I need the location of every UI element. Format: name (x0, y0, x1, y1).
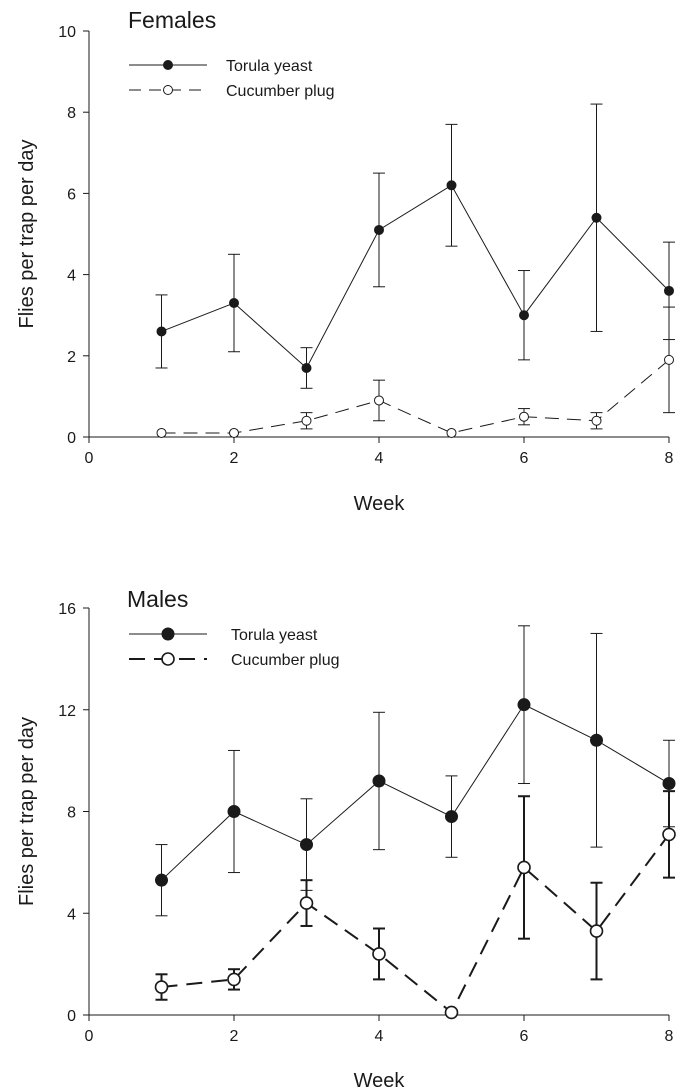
legend-entry-torula-yeast: Torula yeast (129, 627, 318, 644)
legend-entry-cucumber-plug: Cucumber plug (129, 652, 340, 669)
x-tick-label: 6 (520, 1028, 529, 1045)
y-tick-label: 10 (58, 24, 76, 41)
data-point (227, 972, 241, 987)
data-point (300, 838, 313, 852)
y-axis-title: Flies per trap per day (16, 717, 38, 906)
legend-marker (163, 60, 173, 70)
legend-marker (161, 652, 175, 666)
x-axis-title: Week (354, 1070, 406, 1091)
data-point (446, 180, 457, 191)
x-tick-label: 6 (520, 450, 529, 467)
y-tick-label: 4 (67, 906, 76, 923)
series-torula-yeast (155, 625, 676, 917)
data-point (519, 310, 529, 321)
y-tick-label: 8 (67, 805, 76, 822)
data-point (517, 698, 531, 712)
chart-title: Females (128, 7, 216, 33)
chart-panel-males: Males 0 2 4 6 8 0 4 8 12 16 Week Flies per trap per … (16, 586, 676, 1091)
x-tick-label: 8 (665, 1028, 674, 1045)
y-tick-label: 16 (58, 601, 76, 618)
data-point (229, 298, 239, 309)
x-tick-label: 4 (375, 1028, 384, 1045)
y-tick-label: 2 (67, 349, 76, 366)
chart-panel-females: Females 0 2 4 6 8 0 2 4 6 8 10 Week Flies per trap pe… (16, 7, 675, 515)
x-tick-label: 0 (85, 1028, 94, 1045)
data-point (664, 354, 674, 365)
x-axis-title: Week (354, 493, 406, 515)
legend-entry-torula-yeast: Torula yeast (129, 58, 313, 75)
series-cucumber-plug (156, 306, 675, 438)
x-tick-label: 8 (665, 450, 674, 467)
x-tick-label: 4 (375, 450, 384, 467)
data-point (519, 411, 529, 422)
data-point (664, 285, 674, 296)
data-point (229, 427, 239, 438)
data-point (156, 326, 167, 337)
series-line (161, 184, 670, 369)
series-line (161, 833, 670, 1015)
data-point (446, 427, 457, 438)
x-tick-label: 2 (230, 1028, 239, 1045)
data-point (301, 415, 312, 426)
data-point (589, 924, 604, 938)
data-point (662, 827, 676, 842)
y-axis-title: Flies per trap per day (16, 140, 38, 329)
data-point (156, 427, 167, 438)
chart-title: Males (127, 586, 188, 612)
data-point (591, 415, 602, 426)
data-point (372, 947, 386, 961)
y-tick-label: 4 (67, 268, 76, 285)
data-point (227, 805, 241, 818)
series-cucumber-plug (154, 790, 676, 1020)
series-torula-yeast (155, 103, 675, 389)
legend-label: Torula yeast (226, 58, 313, 75)
y-tick-label: 0 (67, 430, 76, 447)
data-point (155, 873, 168, 887)
y-tick-label: 0 (67, 1008, 76, 1025)
legend-entry-cucumber-plug: Cucumber plug (129, 83, 335, 100)
y-tick-label: 12 (58, 703, 76, 720)
legend-marker (161, 627, 175, 641)
y-tick-label: 6 (67, 186, 76, 203)
x-tick-label: 2 (230, 450, 239, 467)
data-point (662, 777, 676, 791)
y-tick-label: 8 (67, 105, 76, 122)
data-point (372, 774, 386, 788)
data-point (154, 980, 169, 994)
data-point (299, 896, 314, 910)
legend-label: Cucumber plug (226, 83, 335, 100)
data-point (445, 810, 458, 824)
data-point (374, 395, 384, 406)
data-point (591, 212, 602, 223)
data-point (374, 224, 384, 235)
legend-label: Cucumber plug (231, 652, 340, 669)
data-point (590, 733, 603, 747)
x-tick-label: 0 (85, 450, 94, 467)
data-point (301, 362, 312, 373)
data-point (444, 1005, 459, 1020)
data-point (517, 860, 531, 875)
series-line (161, 704, 670, 881)
legend-label: Torula yeast (231, 627, 318, 644)
legend-marker (163, 85, 173, 95)
